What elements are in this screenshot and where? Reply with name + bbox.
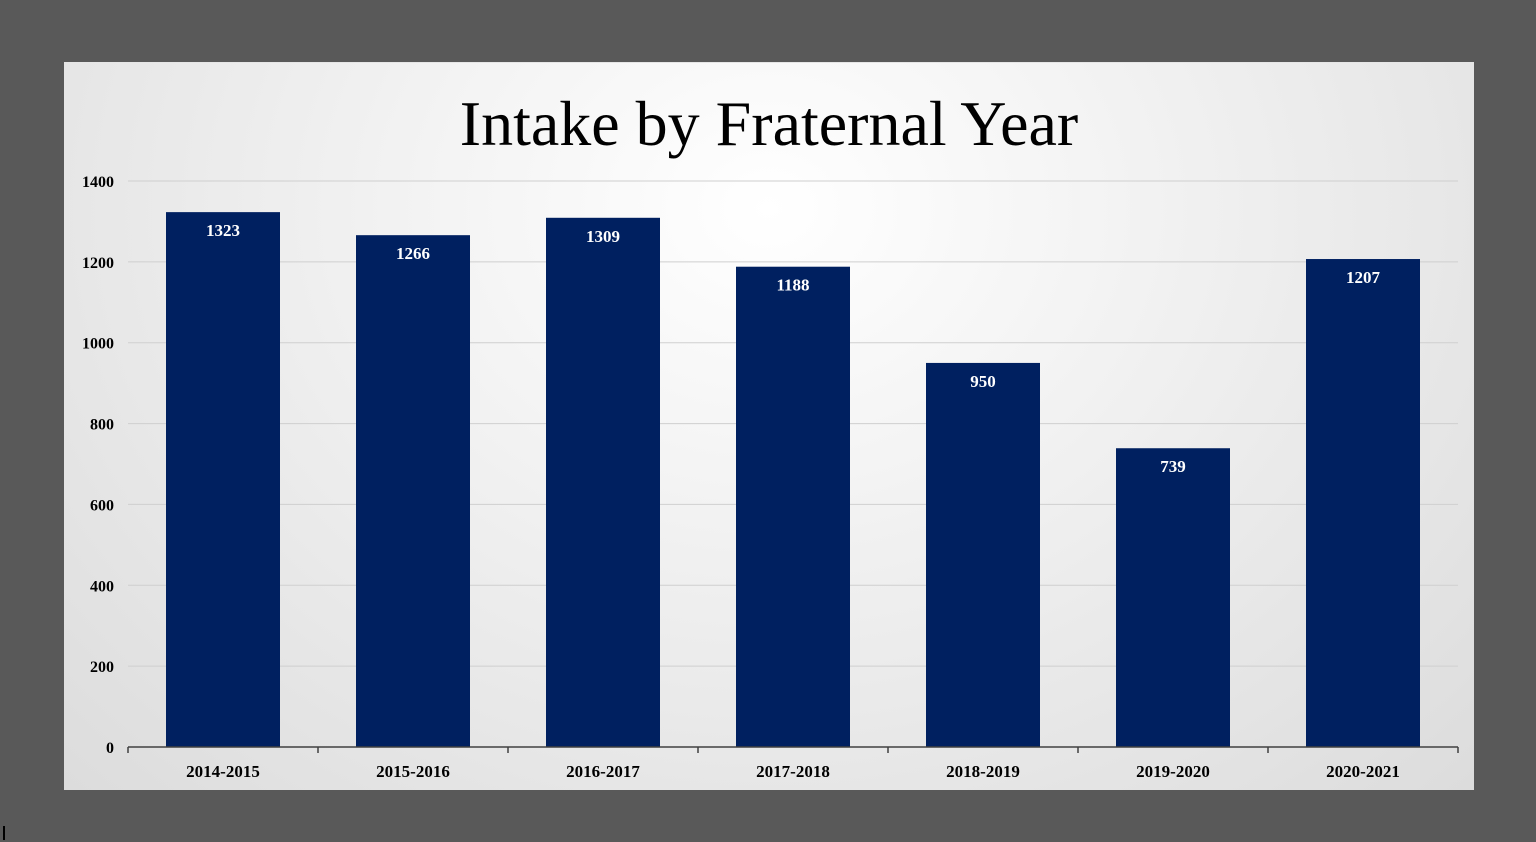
bar: [356, 235, 470, 747]
data-label: 1323: [206, 221, 240, 240]
bar: [1306, 259, 1420, 747]
bar: [546, 217, 660, 748]
bar: [166, 212, 280, 747]
x-tick-label: 2016-2017: [566, 762, 640, 781]
x-tick-label: 2015-2016: [376, 762, 450, 781]
y-tick-label: 200: [90, 659, 114, 676]
y-tick-label: 600: [90, 497, 114, 514]
x-tick-label: 2018-2019: [946, 762, 1020, 781]
chart-panel: Intake by Fraternal Year 1323 1266 1309 118…: [64, 62, 1474, 790]
data-label: 1188: [776, 276, 809, 295]
x-tick-label: 2014-2015: [186, 762, 260, 781]
edge-mark: [3, 826, 5, 840]
y-tick-label: 1400: [82, 174, 114, 191]
data-label: 739: [1160, 457, 1186, 476]
x-tick-label: 2020-2021: [1326, 762, 1400, 781]
data-label: 1266: [396, 244, 430, 263]
axes: [127, 746, 1459, 753]
y-tick-label: 1200: [82, 255, 114, 272]
data-label: 950: [970, 372, 996, 391]
y-tick-label: 400: [90, 578, 114, 595]
tick-labels: 0 200 400 600 800 1000 1200 1400 2014-2015 2015-2…: [82, 174, 1400, 781]
x-tick-label: 2017-2018: [756, 762, 830, 781]
x-tick-label: 2019-2020: [1136, 762, 1210, 781]
bar-chart: Intake by Fraternal Year 1323 1266 1309 118…: [82, 88, 1459, 781]
bars: 1323 1266 1309 1188 950 739 1207: [166, 212, 1420, 748]
data-label: 1207: [1346, 268, 1381, 287]
y-tick-label: 0: [106, 740, 114, 757]
bar: [926, 362, 1040, 747]
chart-title: Intake by Fraternal Year: [460, 88, 1078, 159]
y-tick-label: 1000: [82, 336, 114, 353]
y-tick-label: 800: [90, 417, 114, 434]
bar: [736, 266, 850, 747]
data-label: 1309: [586, 227, 620, 246]
bar: [1116, 448, 1230, 747]
